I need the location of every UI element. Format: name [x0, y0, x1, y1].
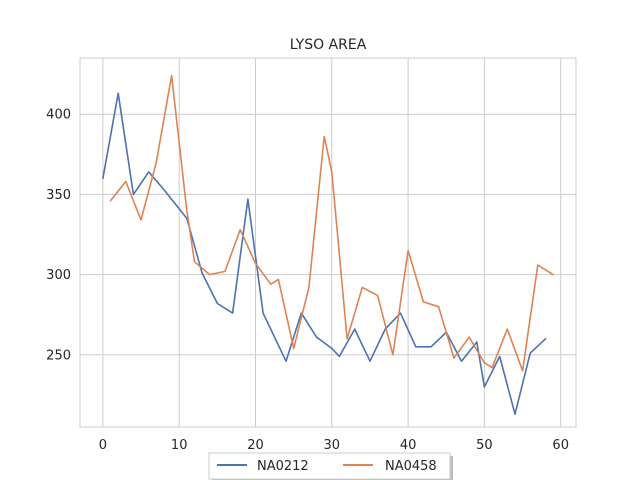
- legend: NA0212 NA0458: [208, 452, 453, 480]
- tick-labels: 0 10 20 30 40 50 60 250 300 350 400: [46, 108, 569, 453]
- series-lines: [102, 74, 554, 416]
- x-tick-label: 60: [552, 438, 569, 453]
- x-tick-label: 30: [324, 438, 341, 453]
- chart-title: LYSO AREA: [290, 37, 367, 53]
- x-tick-label: 40: [400, 438, 417, 453]
- plot-frame: [79, 57, 577, 428]
- y-tick-label: 350: [46, 188, 71, 203]
- series-line-na0458: [109, 74, 554, 372]
- x-tick-label: 10: [171, 438, 188, 453]
- x-tick-label: 20: [247, 438, 264, 453]
- legend-label-na0212: NA0212: [257, 459, 309, 474]
- y-tick-label: 250: [46, 348, 71, 363]
- x-tick-label: 0: [99, 438, 107, 453]
- legend-label-na0458: NA0458: [385, 459, 437, 474]
- grid-lines: [80, 58, 576, 427]
- series-line-na0212: [102, 92, 547, 416]
- x-tick-label: 50: [476, 438, 493, 453]
- plot-area: [80, 58, 576, 427]
- y-tick-label: 400: [46, 108, 71, 123]
- y-tick-label: 300: [46, 268, 71, 283]
- legend-box: [208, 452, 451, 480]
